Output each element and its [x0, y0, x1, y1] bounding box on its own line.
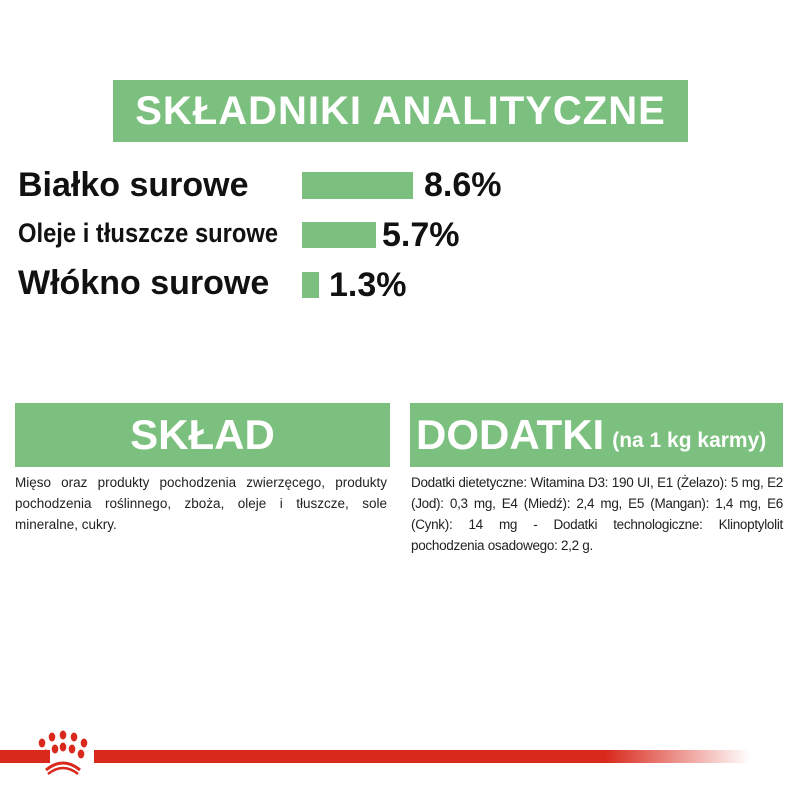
- additives-banner: DODATKI (na 1 kg karmy): [410, 403, 783, 467]
- protein-bar: [302, 172, 413, 199]
- red-line-right: [94, 750, 750, 763]
- royal-canin-crown-icon: [38, 730, 88, 776]
- protein-label: Białko surowe: [18, 166, 249, 204]
- fiber-label: Włókno surowe: [18, 264, 270, 302]
- additives-text: Dodatki dietetyczne: Witamina D3: 190 UI…: [411, 475, 783, 553]
- composition-title: SKŁAD: [130, 411, 275, 458]
- protein-value: 8.6%: [424, 166, 502, 204]
- additives-title: DODATKI: [416, 411, 605, 458]
- fat-value: 5.7%: [382, 216, 460, 254]
- composition-banner: SKŁAD: [15, 403, 390, 467]
- composition-text: Mięso oraz produkty pochodzenia zwierzęc…: [15, 475, 387, 532]
- fat-label: Oleje i tłuszcze surowe: [18, 218, 279, 248]
- analytical-constituents-banner: SKŁADNIKI ANALITYCZNE: [113, 80, 688, 142]
- analytical-title: SKŁADNIKI ANALITYCZNE: [135, 88, 666, 133]
- additives-subtitle: (na 1 kg karmy): [612, 429, 767, 452]
- fat-bar: [302, 222, 376, 248]
- fiber-value: 1.3%: [329, 266, 407, 304]
- red-line-left: [0, 750, 50, 763]
- fiber-bar: [302, 272, 319, 298]
